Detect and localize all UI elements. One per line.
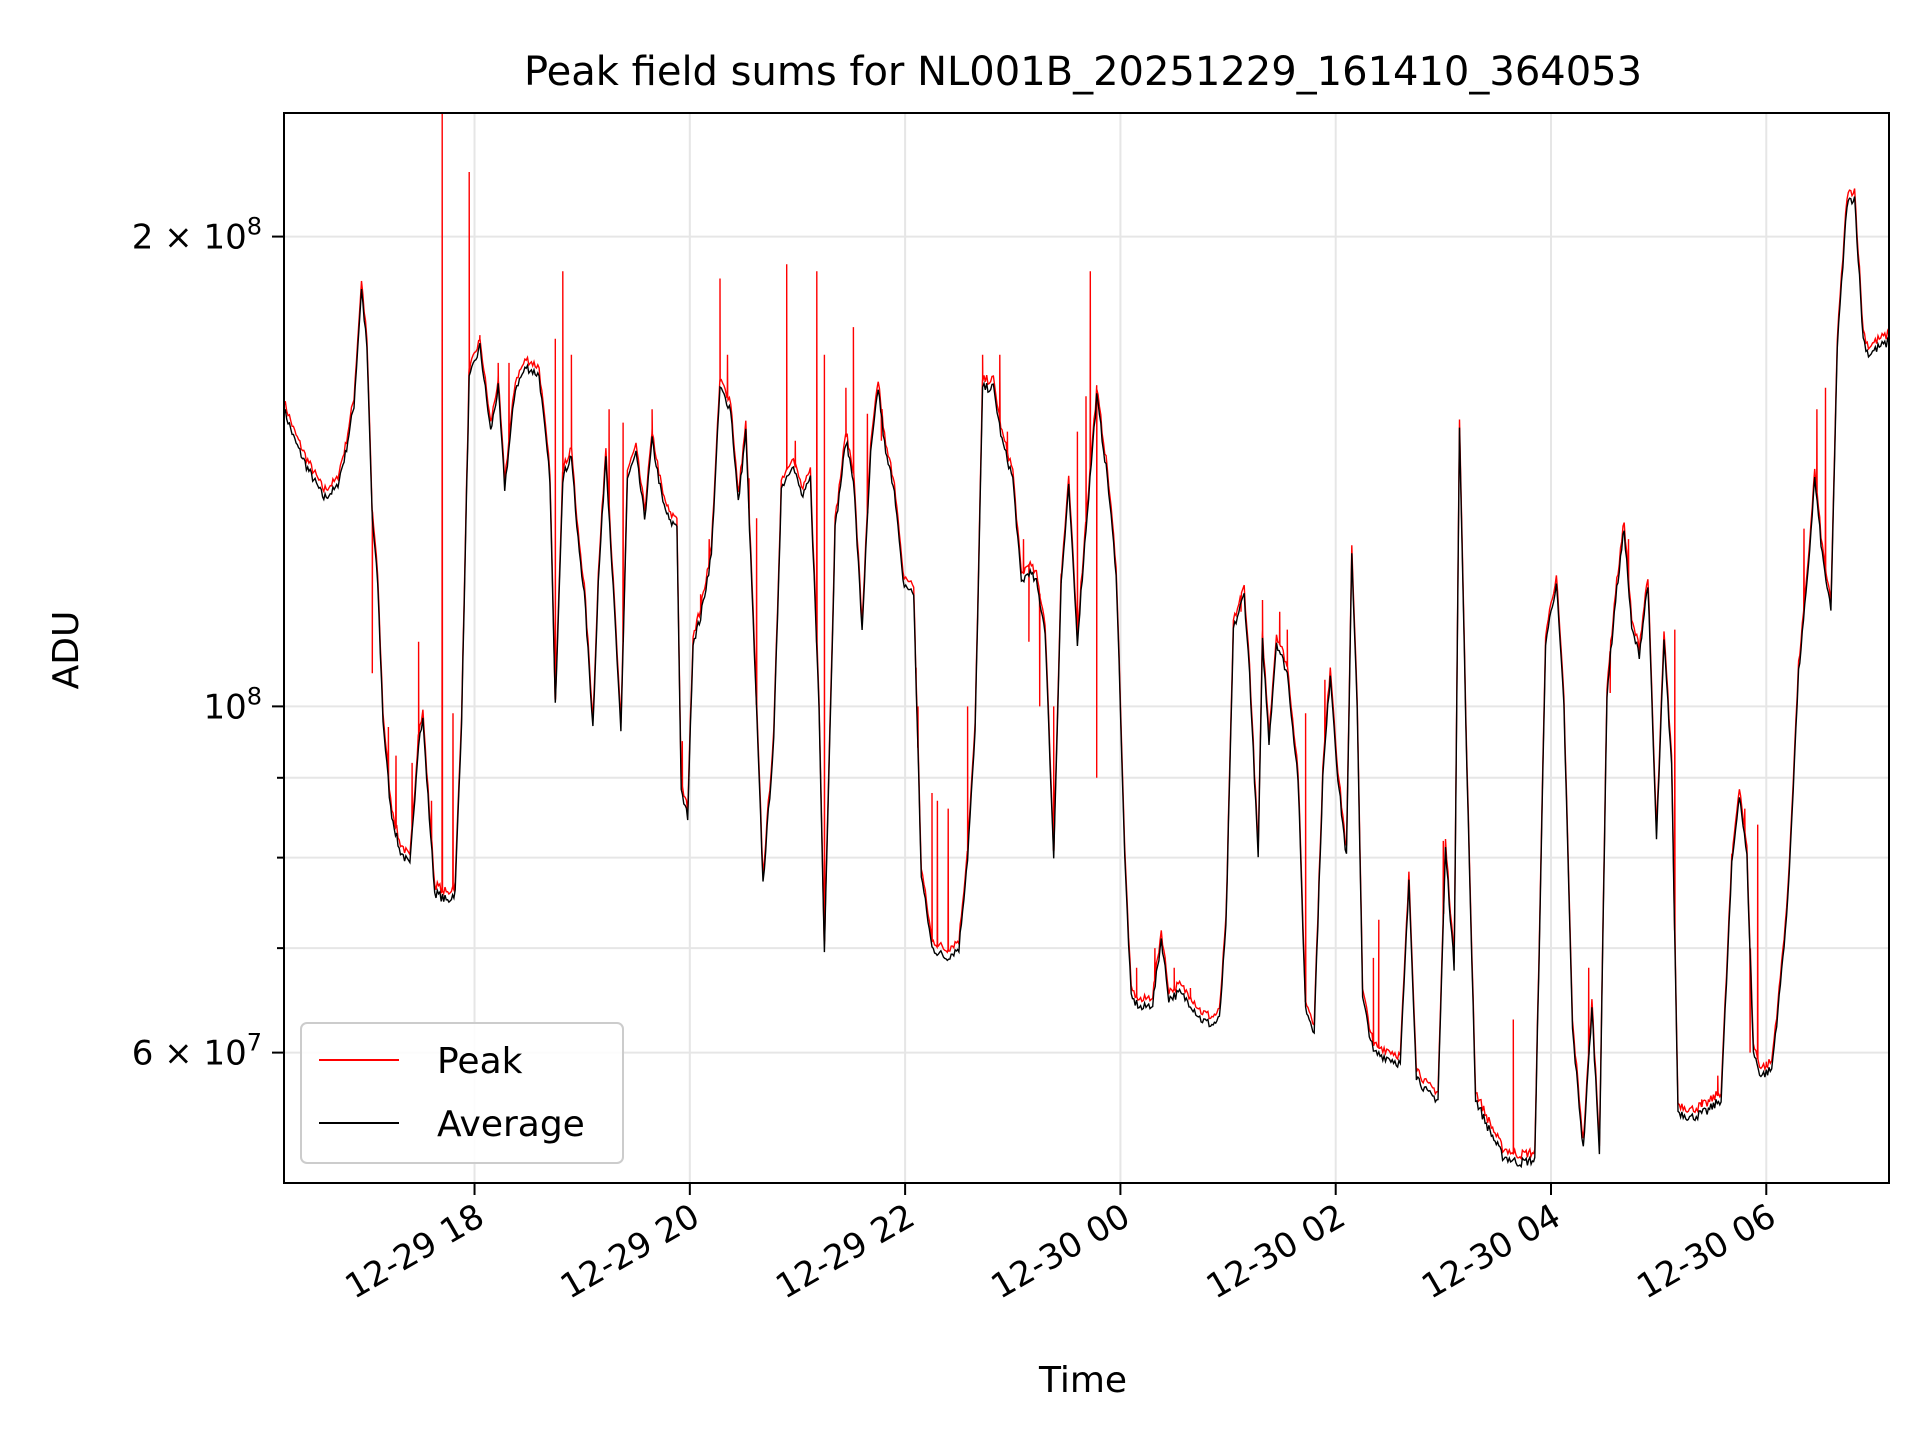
- series-line-average: [283, 196, 1890, 1169]
- y-axis-ticks: 6 × 107 108 2 × 108: [132, 213, 284, 1074]
- y-tick-label: 6 × 107: [132, 1029, 262, 1074]
- legend-label-average: Average: [437, 1104, 585, 1145]
- legend-label-peak: Peak: [437, 1041, 523, 1082]
- legend-box: [300, 1022, 624, 1164]
- plot-area: [283, 112, 1890, 1169]
- y-tick-label: 2 × 108: [132, 213, 262, 258]
- chart-title: Peak field sums for NL001B_20251229_1614…: [524, 49, 1642, 95]
- legend: Peak Average: [300, 1022, 624, 1164]
- x-axis-label: Time: [1038, 1360, 1127, 1401]
- y-axis-label: ADU: [46, 611, 87, 690]
- y-tick-label: 108: [203, 682, 262, 727]
- plot-frame: [283, 112, 1890, 1184]
